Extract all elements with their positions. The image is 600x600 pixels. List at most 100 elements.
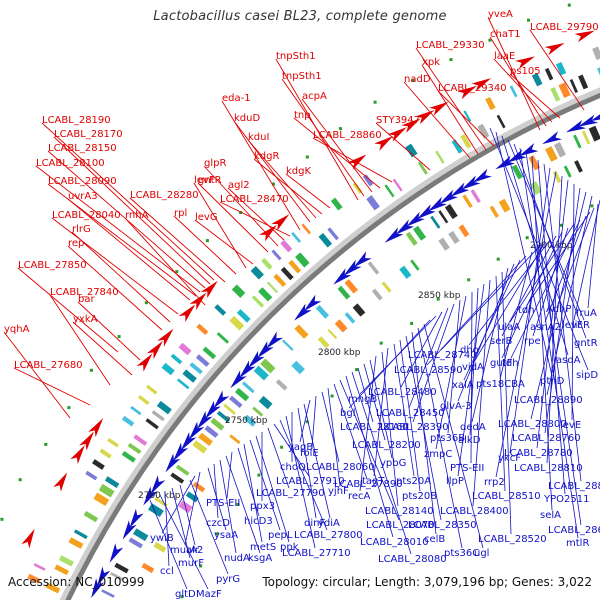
- feature-track-inner: [544, 146, 558, 162]
- reverse-gene-label-leader: [473, 243, 545, 363]
- reverse-gene-label-leader: [164, 491, 170, 567]
- reverse-gene-arrow: [256, 341, 274, 359]
- feature-track-inner: [229, 395, 243, 409]
- feature-track-outer-2: [121, 415, 135, 427]
- feature-track-outer-2: [92, 459, 105, 470]
- reverse-gene-label: LCABL_28740: [408, 350, 477, 361]
- feature-track-outer: [587, 70, 598, 86]
- reverse-gene-label-leader: [495, 131, 553, 377]
- forward-gene-label: glpR: [204, 158, 226, 169]
- kbp-tick-label: 2700 kbp: [138, 491, 181, 501]
- reverse-gene-arrow: [196, 411, 213, 430]
- feature-track-outer-2: [250, 266, 264, 280]
- forward-gene-label-leader: [3, 331, 71, 419]
- forward-gene-label: LCABL_28860: [313, 130, 382, 141]
- feature-track-inner: [493, 173, 508, 190]
- feature-track-outer-2: [214, 304, 227, 316]
- reverse-gene-label-leader: [408, 307, 449, 409]
- forward-gene-label: LCABL_28170: [54, 129, 123, 140]
- reverse-gene-label-leader: [171, 487, 191, 559]
- reverse-gene-label-leader: [279, 419, 328, 531]
- reverse-gene-label: dinF: [304, 518, 325, 529]
- feature-track-inner-2: [498, 198, 511, 213]
- reverse-gene-label: ksgA: [248, 553, 272, 564]
- feature-track-inner: [344, 279, 359, 294]
- forward-gene-label-leader: [67, 245, 163, 331]
- feature-track-inner-2: [229, 434, 241, 445]
- feature-track-outer: [216, 332, 230, 344]
- forward-gene-label-leader: [509, 73, 561, 119]
- reverse-gene-label: LCABL_28510: [472, 491, 541, 502]
- reverse-gene-label: ptnD: [540, 376, 565, 387]
- feature-track-outer: [569, 79, 578, 93]
- feature-track-outer: [202, 346, 217, 360]
- gc-marker: [560, 223, 563, 227]
- gc-marker: [44, 442, 48, 446]
- reverse-gene-arrow: [122, 520, 137, 540]
- reverse-gene-label-leader: [339, 379, 400, 521]
- reverse-gene-label-leader: [530, 191, 587, 420]
- gc-marker: [379, 341, 383, 345]
- reverse-gene-label-leader: [472, 279, 491, 507]
- reverse-gene-label: murA2: [170, 545, 203, 556]
- reverse-gene-label-leader: [513, 143, 587, 339]
- feature-track-inner: [294, 324, 309, 339]
- feature-track-inner-2: [308, 343, 322, 358]
- forward-gene-label: eda-1: [222, 93, 251, 104]
- feature-track-inner: [281, 339, 294, 351]
- reverse-gene-label: yjhF: [328, 486, 349, 497]
- reverse-gene-label: yagB: [288, 442, 313, 453]
- reverse-gene-label-leader: [359, 315, 437, 395]
- forward-gene-arrow: [189, 292, 207, 311]
- forward-gene-label-leader: [67, 198, 191, 301]
- feature-track-inner: [204, 425, 219, 438]
- forward-gene-label-leader: [49, 294, 111, 386]
- feature-track-outer: [318, 233, 333, 248]
- feature-track-inner: [242, 381, 255, 394]
- forward-gene-label: LCABL_28470: [220, 194, 289, 205]
- reverse-gene-label: pts36B: [430, 433, 465, 444]
- feature-track-outer-2: [330, 197, 343, 211]
- feature-track-inner-2: [489, 205, 499, 218]
- reverse-gene-label-leader: [225, 455, 261, 554]
- forward-gene-label-leader: [247, 139, 317, 219]
- reverse-gene-arrow: [91, 578, 105, 599]
- forward-gene-label: LCABL_28150: [48, 143, 117, 154]
- feature-track-inner: [337, 285, 351, 300]
- reverse-gene-label-leader: [399, 339, 421, 492]
- forward-gene-label-leader: [35, 165, 201, 293]
- feature-track-outer: [295, 252, 310, 268]
- reverse-gene-label-leader: [447, 299, 461, 434]
- reverse-gene-label-leader: [573, 199, 600, 321]
- gc-marker: [236, 503, 240, 506]
- reverse-gene-label-leader: [509, 223, 575, 323]
- reverse-gene-label-leader: [417, 327, 463, 549]
- forward-gene-arrow: [415, 110, 435, 125]
- reverse-gene-label: LCABL_28400: [440, 506, 509, 517]
- reverse-gene-arrow: [416, 204, 436, 220]
- reverse-gene-label-leader: [557, 207, 595, 305]
- gc-marker: [567, 3, 571, 7]
- forward-gene-label-leader: [487, 16, 541, 131]
- forward-gene-label-leader: [375, 122, 431, 171]
- reverse-gene-label-leader: [519, 147, 579, 539]
- forward-gene-arrow: [374, 136, 394, 151]
- feature-track-outer-2: [196, 323, 209, 336]
- reverse-gene-label-leader: [510, 219, 581, 359]
- gc-marker: [449, 58, 453, 62]
- forward-gene-label: tnpSth1: [282, 71, 322, 82]
- feature-track-inner-2: [438, 237, 450, 251]
- reverse-gene-arrow: [578, 114, 599, 127]
- reverse-gene-arrow: [180, 432, 197, 451]
- feature-track-outer-2: [485, 96, 496, 111]
- feature-track-outer-2: [178, 342, 192, 356]
- reverse-gene-arrow: [566, 120, 586, 133]
- reverse-gene-label: LCABL_28480: [368, 387, 437, 398]
- feature-track-inner-2: [243, 414, 257, 427]
- forward-gene-arrow: [515, 56, 535, 69]
- forward-gene-label-leader: [193, 182, 247, 269]
- feature-track-inner-2: [172, 512, 185, 522]
- reverse-gene-label-leader: [351, 371, 412, 555]
- reverse-gene-label: PTS-EII: [206, 498, 240, 509]
- feature-track-inner: [128, 537, 143, 549]
